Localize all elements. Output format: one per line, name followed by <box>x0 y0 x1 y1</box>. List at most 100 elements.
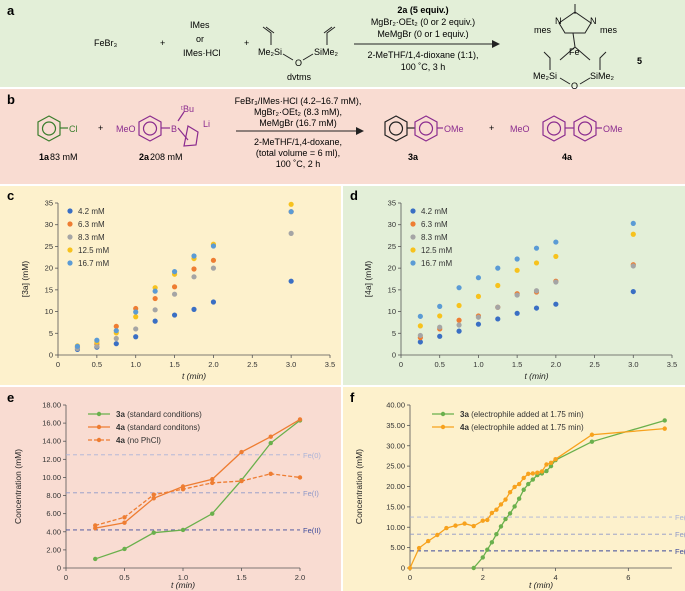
y-tick-label: 15.00 <box>386 502 405 511</box>
x-tick-label: 1.0 <box>178 573 188 582</box>
dvtms-oxygen: O <box>295 58 302 68</box>
data-point <box>456 328 462 334</box>
data-point <box>462 521 467 526</box>
y-axis-label: Concentration (mM) <box>13 449 23 524</box>
x-tick-label: 2.0 <box>295 573 305 582</box>
imes-label: IMes <box>190 20 210 30</box>
data-point <box>553 301 559 307</box>
panel-b-condition-6: 100 ˚C, 2 h <box>276 159 321 169</box>
y-tick-label: 18.00 <box>42 401 61 410</box>
x-tick-label: 0.5 <box>92 360 102 369</box>
data-point <box>475 275 482 281</box>
data-point <box>589 432 595 437</box>
chart-f: 0 2 4 6 0 5.00 10.00 15.00 20.00 25.00 30.00 35.00 4… <box>354 401 685 591</box>
data-point <box>113 328 119 334</box>
data-point <box>495 304 501 310</box>
product-si-left: Me₂Si <box>533 71 557 81</box>
panel-a-condition-5: 100 ˚C, 3 h <box>401 62 446 72</box>
data-point <box>539 469 545 474</box>
data-point <box>437 333 443 339</box>
febr3-label: FeBr₃ <box>94 38 118 48</box>
data-point <box>498 524 504 529</box>
y-axis-label: [3a] (mM) <box>20 261 30 298</box>
data-point <box>151 496 156 501</box>
data-point <box>93 523 98 528</box>
legend-label-condition: (standard conditions) <box>125 410 202 419</box>
data-point <box>514 267 520 273</box>
data-point <box>533 260 540 266</box>
x-tick-label: 1.5 <box>169 360 179 369</box>
data-point <box>417 313 423 319</box>
data-point <box>171 291 178 297</box>
y-tick-label: 15 <box>388 285 396 294</box>
data-point <box>521 487 526 492</box>
data-point <box>480 555 485 560</box>
legend-marker <box>410 260 416 266</box>
x-tick-label: 0 <box>64 573 68 582</box>
data-point <box>297 417 303 422</box>
data-point <box>535 470 540 475</box>
legend-marker <box>96 424 102 430</box>
chart-e: 0 0.5 1.0 1.5 2.002.004.006.008.0010.0012.00… <box>13 401 321 591</box>
data-point <box>456 322 462 328</box>
legend-label: 8.3 mM <box>421 233 448 242</box>
data-point <box>548 460 554 466</box>
legend-marker <box>67 208 73 214</box>
panel-a-scheme: a FeBr₃ + IMes or IMes·HCl + Me₂Si O SiM… <box>7 3 642 91</box>
data-point <box>437 324 443 330</box>
reference-line-label: Fe(0) <box>675 513 685 522</box>
y-tick-label: 10 <box>45 307 53 316</box>
plus-sign-a1: + <box>160 38 165 48</box>
data-point <box>494 531 499 537</box>
legend-label: 4a (electrophile added at 1.75 min) <box>460 423 584 432</box>
legend-label: 4.2 mM <box>421 207 448 216</box>
legend-marker <box>410 234 416 240</box>
data-point <box>239 449 244 455</box>
data-point <box>180 487 186 492</box>
data-point <box>530 477 536 482</box>
or-label: or <box>196 34 204 44</box>
legend-marker <box>410 247 416 253</box>
legend-marker <box>67 234 73 240</box>
chart-c: 0 0.5 1.0 1.5 2.0 2.5 3.0 3.5 0 5 10 15 20 25 30 35 t (m… <box>20 199 335 382</box>
data-point <box>94 337 100 343</box>
data-point <box>444 525 449 531</box>
data-point <box>553 456 558 462</box>
data-point <box>171 269 178 275</box>
data-point <box>210 257 217 263</box>
data-point <box>495 316 501 322</box>
panel-a-condition-1: 2a (5 equiv.) <box>397 5 448 15</box>
data-point <box>553 239 559 245</box>
legend-label-compound: 4a <box>116 436 125 445</box>
y-tick-label: 10 <box>388 307 396 316</box>
legend-label: 4a (no PhCl) <box>116 436 161 445</box>
y-tick-label: 12.00 <box>42 455 61 464</box>
data-point <box>512 504 517 509</box>
data-point <box>495 282 501 289</box>
y-tick-label: 35 <box>45 199 53 208</box>
data-point <box>288 209 294 215</box>
legend-label-condition: (no PhCl) <box>125 436 161 445</box>
data-point <box>239 478 244 484</box>
data-point <box>475 321 482 327</box>
reference-line-label: Fe(I) <box>303 489 319 498</box>
borate-meo: MeO <box>116 124 136 134</box>
product-4a-structure <box>542 115 602 142</box>
y-tick-label: 0 <box>57 564 61 573</box>
data-point <box>507 490 513 495</box>
x-tick-label: 1.0 <box>473 360 483 369</box>
data-point <box>553 279 559 285</box>
data-point <box>133 309 139 315</box>
data-point <box>514 310 520 316</box>
product-oxygen: O <box>571 81 578 91</box>
data-point <box>456 317 462 323</box>
x-tick-label: 1.0 <box>130 360 140 369</box>
x-tick-label: 0.5 <box>434 360 444 369</box>
data-point <box>133 334 139 340</box>
y-axis-label: [4a] (mM) <box>363 261 373 298</box>
lithium-label: Li <box>203 119 210 129</box>
chlorobenzene-structure <box>37 115 68 142</box>
tbu-label: ᵗBu <box>181 104 194 114</box>
